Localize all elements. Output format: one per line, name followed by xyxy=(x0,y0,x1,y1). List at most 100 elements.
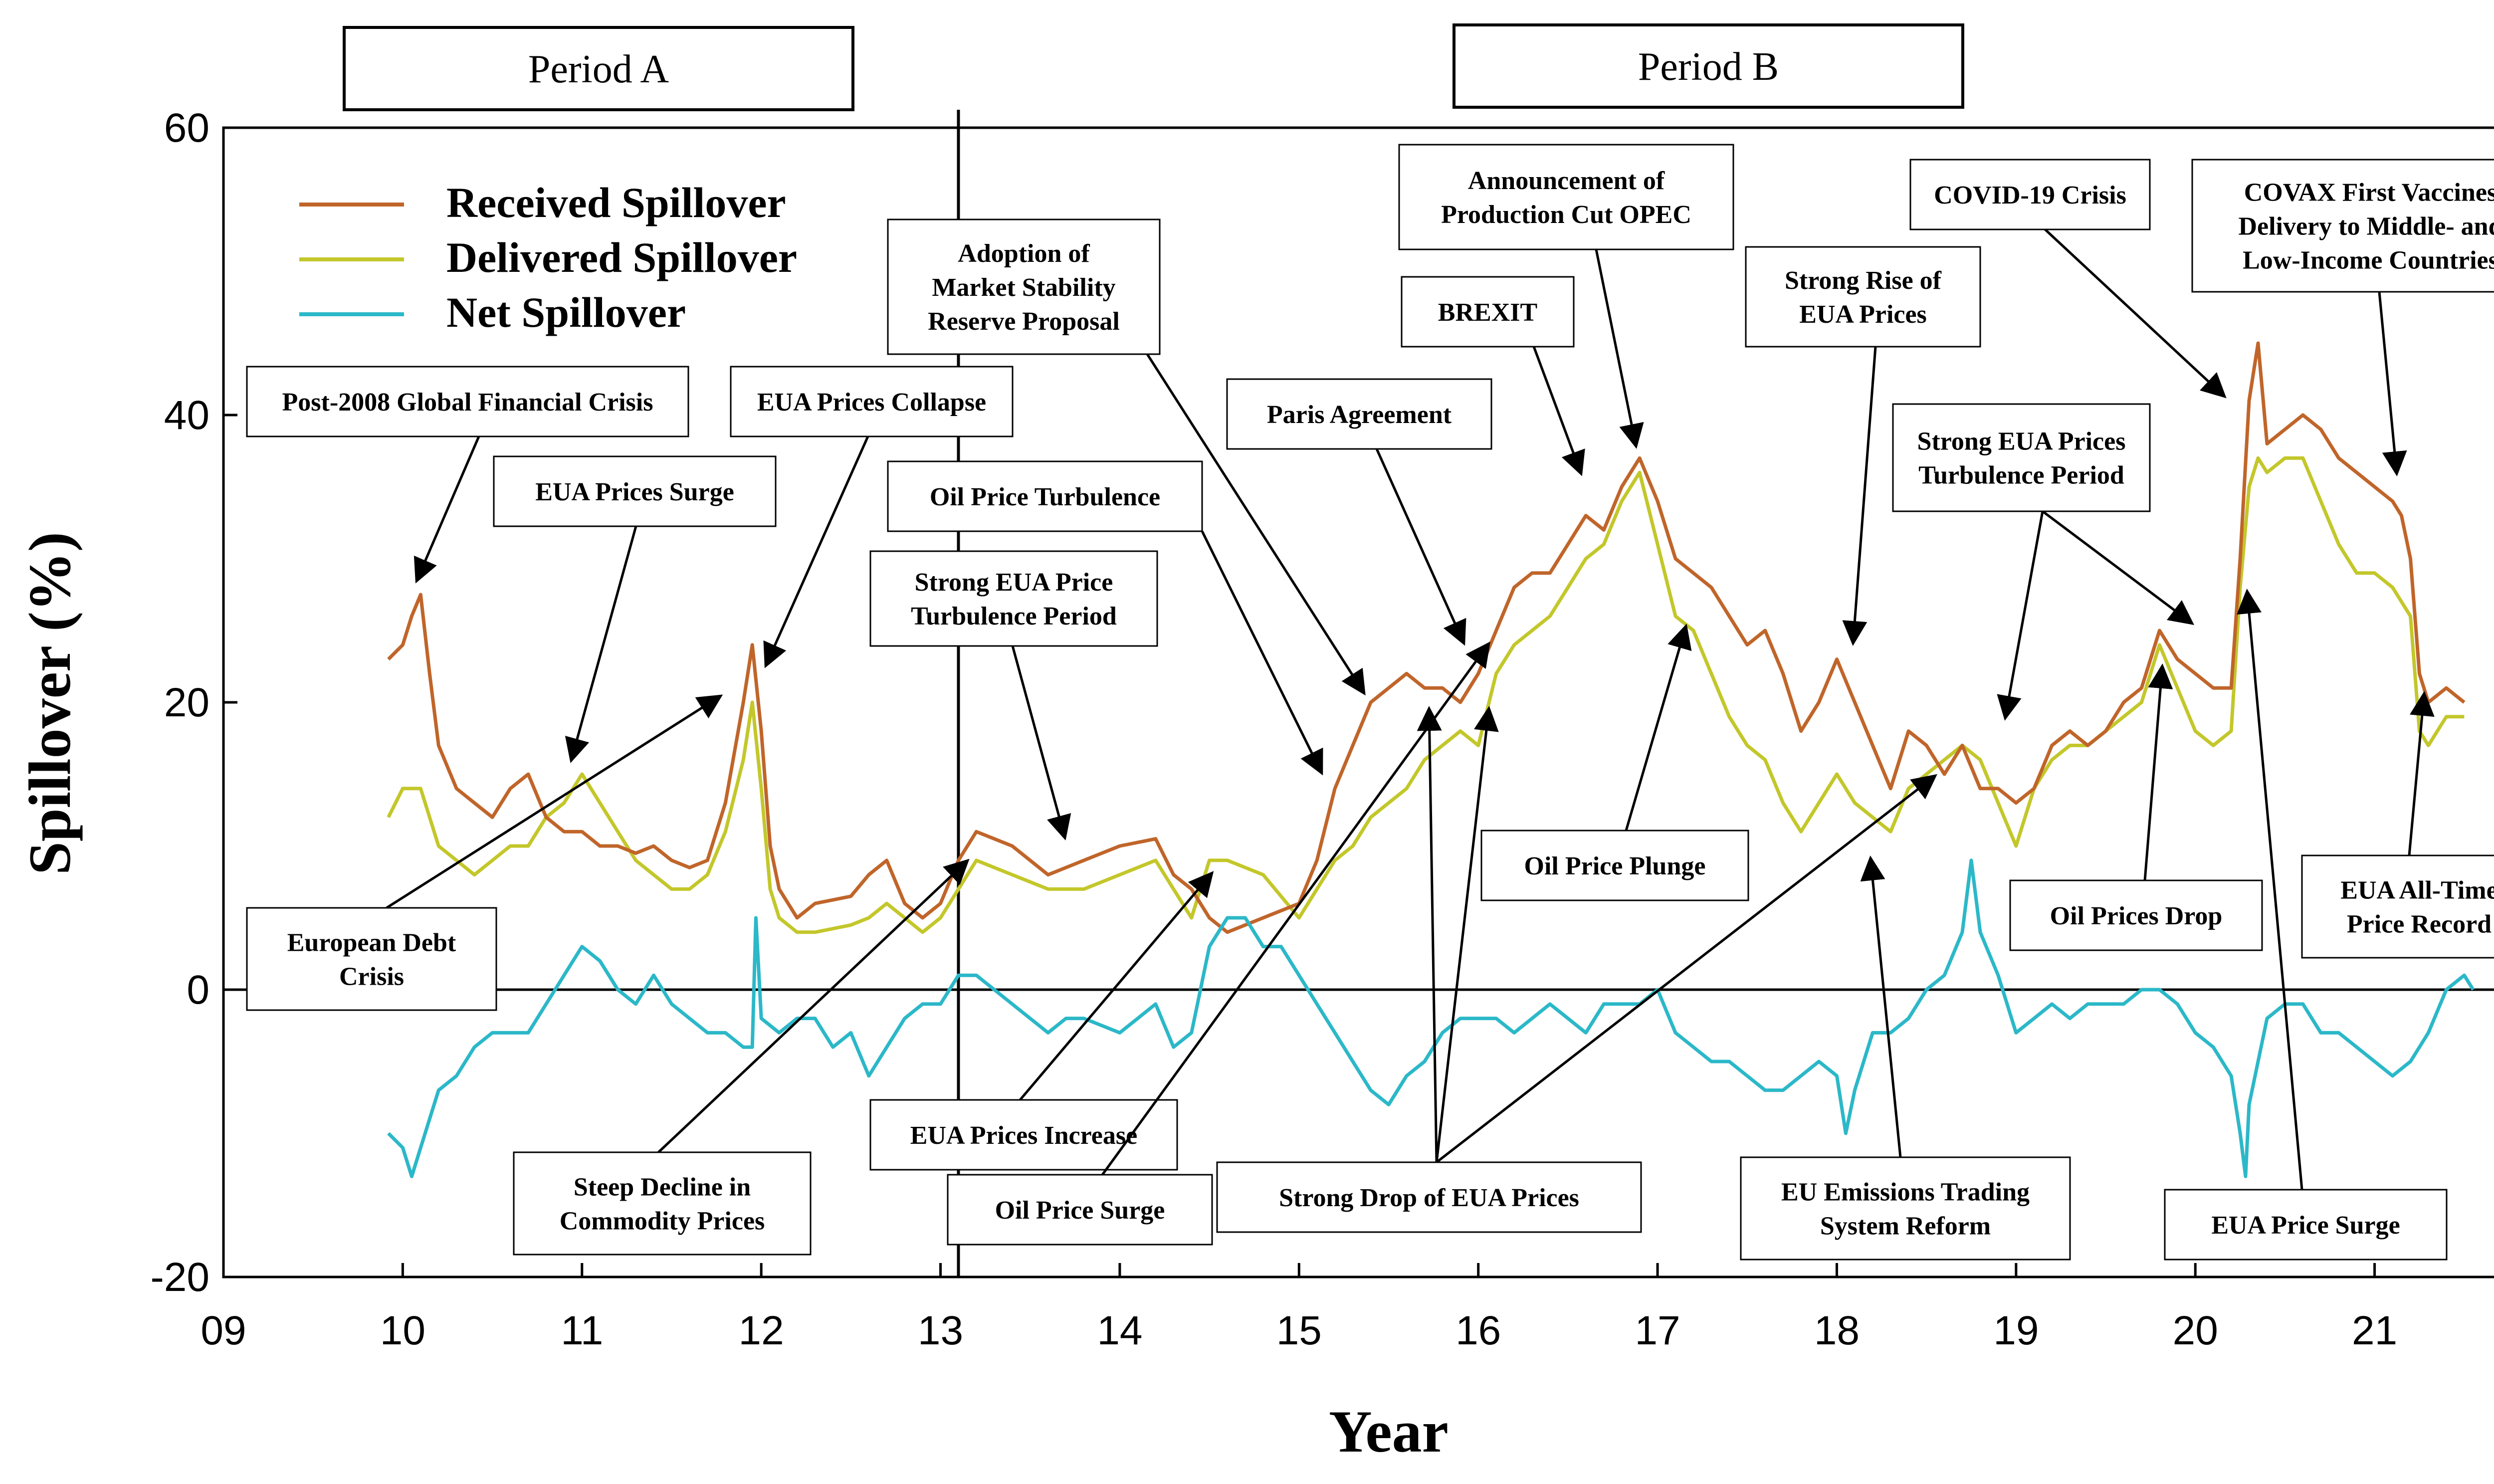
annotation-text: Production Cut OPEC xyxy=(1441,201,1691,229)
series-lines xyxy=(387,341,2475,1178)
annotation-text: COVAX First Vaccines xyxy=(2244,179,2494,207)
annotation-text: Strong Rise of xyxy=(1785,266,1942,295)
annotation-text: Price Record xyxy=(2347,910,2492,939)
period-a-label: Period A xyxy=(528,47,669,91)
annotation-text: EUA Price Surge xyxy=(2211,1211,2400,1240)
annotation-text: Oil Price Surge xyxy=(995,1196,1165,1225)
annotation-text: Low-Income Countries xyxy=(2243,246,2494,275)
x-tick-label: 10 xyxy=(380,1308,425,1353)
annotation-callout: Oil Price Turbulence xyxy=(887,460,1323,776)
annotation-box xyxy=(1398,144,1734,250)
annotation-text: Oil Price Plunge xyxy=(1524,852,1706,880)
annotation-text: System Reform xyxy=(1820,1212,1991,1241)
x-tick-label: 11 xyxy=(561,1308,603,1353)
annotation-callout: COVAX First Vaccines Delivery to Middle- … xyxy=(2191,159,2494,476)
annotation-text: Reserve Proposal xyxy=(928,307,1120,336)
annotation-arrow xyxy=(1019,871,1214,1101)
annotation-arrow xyxy=(1842,346,1877,646)
annotation-box xyxy=(947,1174,1213,1246)
annotation-text: EUA Prices Surge xyxy=(535,478,734,506)
annotation-callout: EU Emissions Trading System Reform xyxy=(1740,855,2071,1261)
x-tick-label: 16 xyxy=(1455,1308,1501,1353)
annotation-box xyxy=(1740,1156,2071,1261)
annotation-text: Delivery to Middle- and xyxy=(2238,212,2494,241)
annotation-arrow xyxy=(657,858,970,1153)
annotation-arrow xyxy=(1860,855,1902,1158)
annotation-callout: Adoption of Market Stability Reserve Propo… xyxy=(887,218,1366,696)
annotation-arrow xyxy=(2378,291,2407,476)
annotation-arrow xyxy=(1997,511,2044,721)
x-axis-title: Year xyxy=(1329,1398,1449,1465)
annotation-callout: EUA Prices Surge xyxy=(493,455,777,763)
annotation-box xyxy=(1401,276,1575,348)
x-tick-label: 20 xyxy=(2173,1308,2218,1353)
annotation-text: Paris Agreement xyxy=(1267,401,1452,429)
annotation-callout: Oil Prices Drop xyxy=(2009,663,2263,951)
annotation-text: European Debt xyxy=(287,929,456,957)
legend-label-delivered: Delivered Spillover xyxy=(446,233,797,281)
annotation-box xyxy=(1480,830,1749,901)
period-b-label: Period B xyxy=(1638,45,1779,89)
annotation-box xyxy=(1909,159,2151,230)
annotation-text: COVID-19 Crisis xyxy=(1934,181,2126,210)
net-spillover-line xyxy=(387,858,2475,1178)
period-a-label-box: Period A xyxy=(343,26,854,111)
annotation-arrow xyxy=(1101,641,1490,1176)
annotation-text: EUA Prices xyxy=(1799,300,1927,329)
x-tick-label: 14 xyxy=(1097,1308,1142,1353)
annotation-callout: COVID-19 Crisis xyxy=(1909,159,2227,399)
annotation-arrow xyxy=(763,435,869,668)
annotation-callout: Strong Drop of EUA Prices xyxy=(1216,706,1937,1233)
annotation-callout: Oil Price Surge xyxy=(947,641,1490,1246)
annotation-arrow xyxy=(1532,346,1585,476)
delivered-spillover-line xyxy=(387,456,2465,934)
annotation-box xyxy=(887,218,1161,355)
annotation-arrow xyxy=(1011,645,1071,841)
annotation-arrow xyxy=(1625,624,1692,831)
y-axis-title: Spillover (%) xyxy=(16,532,83,875)
x-tick-label: 09 xyxy=(201,1308,246,1353)
annotation-arrow xyxy=(2408,691,2435,856)
x-tick-label: 15 xyxy=(1276,1308,1322,1353)
annotation-arrow xyxy=(1435,706,1499,1163)
y-tick-label: 20 xyxy=(164,680,209,725)
annotation-box xyxy=(2164,1189,2448,1261)
annotation-text: Oil Prices Drop xyxy=(2050,902,2223,930)
annotation-box xyxy=(1745,246,1981,348)
annotation-arrow xyxy=(565,526,637,763)
received-spillover-line xyxy=(387,341,2466,934)
legend: Received Spillover Delivered Spillover N… xyxy=(299,179,797,336)
annotation-callout: EUA Prices Increase xyxy=(869,871,1214,1171)
annotation-box xyxy=(2191,159,2494,293)
annotation-text: Crisis xyxy=(339,963,404,991)
legend-label-received: Received Spillover xyxy=(446,179,786,226)
annotation-arrow xyxy=(1436,774,1937,1163)
annotation-callout: Post-2008 Global Financial Crisis xyxy=(246,366,689,584)
annotation-arrow xyxy=(2143,663,2173,881)
annotation-text: Adoption of xyxy=(958,239,1090,268)
annotation-callout: BREXIT xyxy=(1401,276,1585,476)
y-tick-label: 0 xyxy=(187,967,209,1013)
annotation-arrow xyxy=(1417,706,1442,1163)
annotation-text: Strong EUA Prices xyxy=(1917,427,2126,456)
annotation-callout: Steep Decline in Commodity Prices xyxy=(513,858,970,1256)
annotation-text: Turbulence Period xyxy=(911,602,1117,631)
annotation-box xyxy=(1226,378,1492,450)
annotation-box xyxy=(730,366,1014,437)
annotation-callout: European Debt Crisis xyxy=(246,694,723,1011)
annotations: Post-2008 Global Financial Crisis EUA Pri… xyxy=(246,144,2494,1261)
annotation-callout: Strong EUA Prices Turbulence Period xyxy=(1892,403,2194,721)
annotation-arrow xyxy=(1201,530,1323,776)
annotation-text: EUA All-Time xyxy=(2340,876,2494,905)
annotation-box xyxy=(2009,879,2263,951)
annotation-text: EU Emissions Trading xyxy=(1781,1178,2030,1207)
annotation-callout: Strong EUA Price Turbulence Period xyxy=(869,550,1158,841)
annotation-box xyxy=(869,1099,1178,1171)
y-tick-label: -20 xyxy=(150,1255,209,1300)
annotation-box xyxy=(1892,403,2151,512)
annotation-text: Strong Drop of EUA Prices xyxy=(1279,1184,1579,1212)
annotation-text: EUA Prices Collapse xyxy=(757,388,986,417)
y-tick-label: 40 xyxy=(164,393,209,438)
annotation-text: EUA Prices Increase xyxy=(910,1121,1137,1150)
